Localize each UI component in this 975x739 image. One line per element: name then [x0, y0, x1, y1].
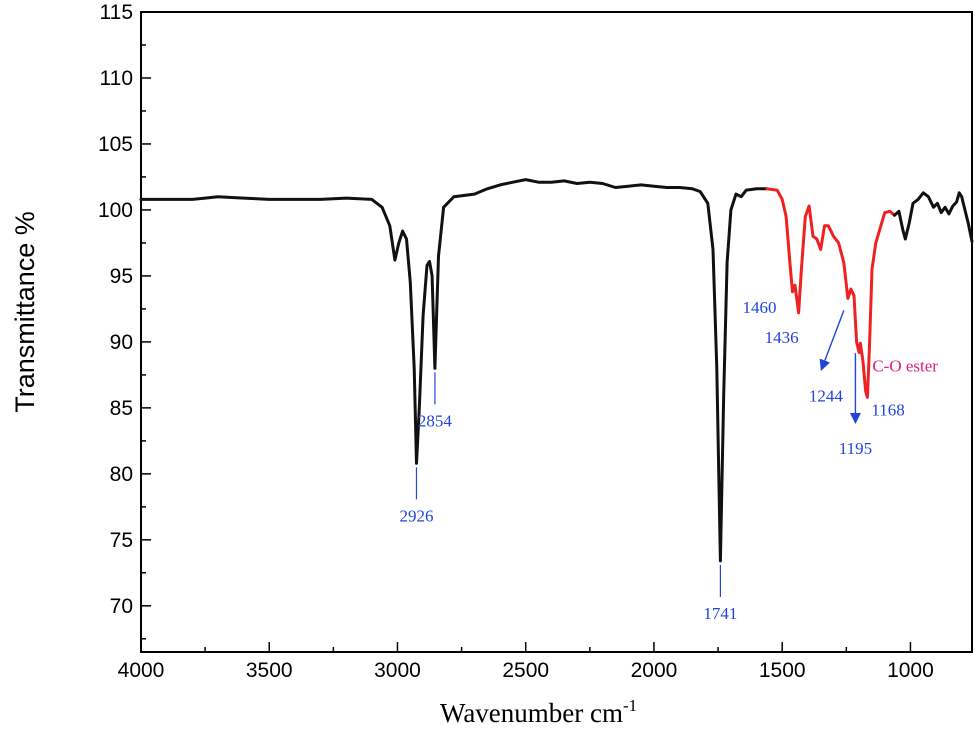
- y-tick-label: 105: [98, 133, 133, 156]
- x-axis-title-main: Wavenumber cm: [440, 698, 623, 728]
- y-tick-label: 85: [110, 397, 133, 420]
- series-line-1: [765, 187, 896, 399]
- x-tick-label: 2000: [631, 659, 678, 682]
- axes: 4000 3500 3000 2500 2000 1500 1000 70 75 80 85 90 95…: [98, 1, 973, 682]
- x-tick-label: 1500: [759, 659, 806, 682]
- annotation-1244: 1244: [809, 386, 844, 405]
- plot-frame: [140, 11, 973, 653]
- x-axis-title: Wavenumber cm-1: [440, 696, 637, 728]
- y-tick-label: 100: [98, 199, 133, 222]
- annotation-1436: 1436: [765, 328, 799, 347]
- annotation-c-o-ester: C-O ester: [872, 356, 938, 375]
- y-tick-label: 75: [110, 529, 133, 552]
- y-axis-title: Transmittance %: [10, 211, 40, 413]
- y-tick-label: 80: [110, 463, 133, 486]
- annotation-2854: 2854: [418, 411, 453, 430]
- series-line-2: [893, 191, 974, 244]
- x-tick-label: 4000: [118, 659, 165, 682]
- series-group: [139, 178, 974, 563]
- y-tick-label: 115: [100, 1, 133, 24]
- x-tick-label: 1000: [887, 659, 934, 682]
- y-tick-label: 90: [110, 331, 133, 354]
- annotation-1168: 1168: [871, 400, 904, 419]
- annotation-1195: 1195: [839, 439, 872, 458]
- x-tick-label: 3000: [374, 659, 421, 682]
- y-tick-label: 95: [110, 265, 133, 288]
- y-tick-label: 110: [100, 67, 133, 90]
- y-tick-label: 70: [110, 595, 133, 618]
- annotation-2926: 2926: [399, 506, 433, 525]
- series-line-0: [139, 178, 769, 563]
- annotation-1741: 1741: [703, 604, 737, 623]
- x-axis-title-superscript: -1: [623, 696, 637, 715]
- x-tick-label: 3500: [246, 659, 293, 682]
- x-tick-label: 2500: [502, 659, 549, 682]
- annotations-group: 2926 2854 1741 1460 1436 1244 1195 1168 C-O este…: [399, 298, 938, 623]
- annotation-1244-arrow: [819, 310, 845, 371]
- annotation-1460: 1460: [742, 298, 776, 317]
